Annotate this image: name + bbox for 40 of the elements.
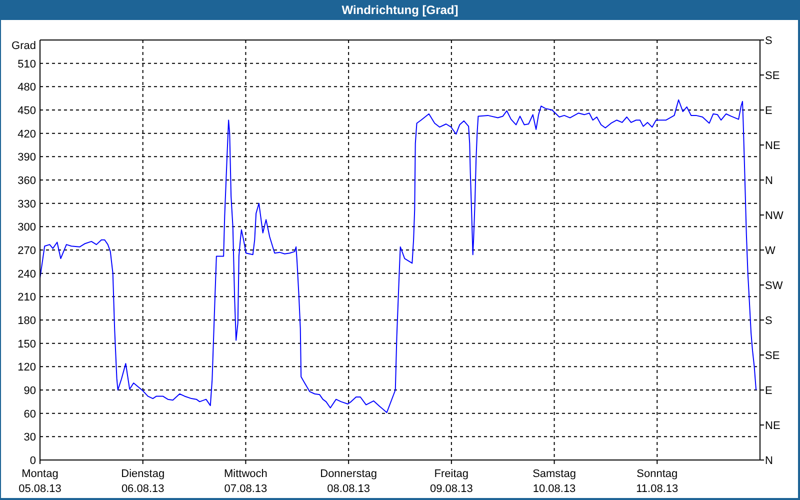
- y-tick-label: 450: [18, 105, 36, 117]
- y-tick-label: 300: [18, 222, 36, 234]
- category-label: SW: [765, 280, 783, 292]
- category-label: E: [765, 105, 772, 117]
- x-tick-label: Donnerstag 08.08.13: [320, 468, 378, 495]
- y-tick-label: 60: [24, 408, 36, 420]
- category-label: N: [765, 455, 773, 467]
- category-label: NE: [765, 420, 780, 432]
- category-label: N: [765, 175, 773, 187]
- y-tick-label: 390: [18, 152, 36, 164]
- y-tick-label: 210: [18, 292, 36, 304]
- x-tick-label: Samstag 10.08.13: [532, 468, 576, 495]
- y-tick-label: 30: [24, 432, 36, 444]
- category-label: NE: [765, 140, 780, 152]
- y-tick-label: 360: [18, 175, 36, 187]
- y-tick-label: 420: [18, 128, 36, 140]
- y-tick-label: 0: [30, 455, 36, 467]
- y-tick-label: 240: [18, 268, 36, 280]
- y-axis-title: Grad: [12, 40, 36, 52]
- category-label: NW: [765, 210, 784, 222]
- x-tick-label: Freitag 09.08.13: [430, 468, 473, 495]
- category-label: E: [765, 385, 772, 397]
- y-tick-label: 270: [18, 245, 36, 257]
- y-tick-label: 150: [18, 338, 36, 350]
- y-tick-label: 180: [18, 315, 36, 327]
- x-tick-label: Montag 05.08.13: [18, 468, 62, 495]
- x-tick-label: Mittwoch 07.08.13: [224, 468, 268, 495]
- chart-title: Windrichtung [Grad]: [340, 2, 460, 19]
- x-tick-label: Dienstag 06.08.13: [121, 468, 165, 495]
- category-label: SE: [765, 350, 780, 362]
- y-tick-label: 330: [18, 198, 36, 210]
- category-label: S: [765, 35, 772, 47]
- y-tick-label: 480: [18, 82, 36, 94]
- y-tick-label: 510: [18, 58, 36, 70]
- y-tick-label: 120: [18, 362, 36, 374]
- category-label: SE: [765, 70, 780, 82]
- x-tick-label: Sonntag 11.08.13: [636, 468, 678, 495]
- category-label: S: [765, 315, 772, 327]
- category-label: W: [765, 245, 776, 257]
- y-tick-label: 90: [24, 385, 36, 397]
